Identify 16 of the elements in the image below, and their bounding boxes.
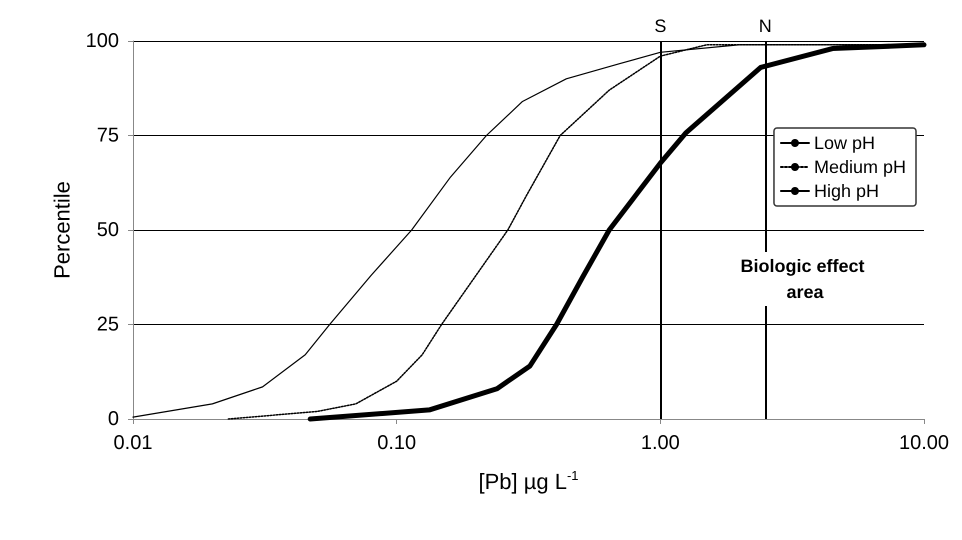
y-tick-label: 50 [96,219,119,241]
y-tick-label: 75 [96,124,119,146]
legend-label: Medium pH [814,157,906,177]
x-tick-label: 0.01 [114,432,152,454]
x-tick-label: 1.00 [640,432,680,454]
y-tick-label: 0 [108,408,119,430]
ref-line-label: S [654,16,666,36]
x-tick-label: 0.10 [377,432,416,454]
y-axis-title: Percentile [50,181,74,279]
y-tick-label: 25 [96,314,119,336]
legend-label: Low pH [814,133,875,153]
x-tick-label: 10.00 [898,432,950,454]
legend-label: High pH [814,181,879,201]
annotation: Biologic effect area [740,256,870,302]
y-tick-label: 100 [86,30,119,52]
ref-line-label: N [758,16,772,36]
